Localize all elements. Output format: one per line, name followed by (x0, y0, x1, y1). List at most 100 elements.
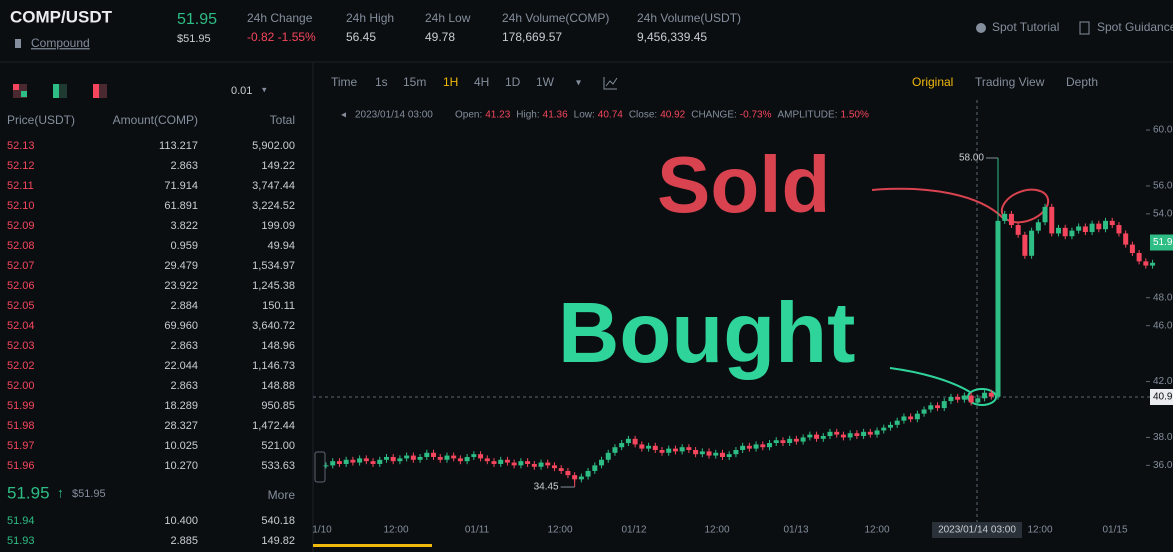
candle (504, 459, 510, 463)
time-tick-label: 12:00 (1027, 525, 1052, 536)
candle (914, 413, 920, 420)
candle (1035, 222, 1041, 231)
candle (961, 395, 967, 400)
stat-value: -0.82 -1.55% (247, 30, 316, 44)
ask-cell: 23.922 (164, 280, 198, 292)
ohlc-label: Close: (629, 110, 657, 121)
ask-cell: 29.479 (164, 260, 198, 272)
stat-label: 24h High (346, 11, 394, 25)
ask-cell: 52.12 (7, 160, 35, 172)
candle (525, 461, 531, 464)
ask-cell: 52.10 (7, 200, 35, 212)
chart-view[interactable]: Trading View (975, 75, 1045, 89)
candle (572, 475, 578, 480)
sold-arrow (871, 187, 1004, 219)
candle (390, 456, 396, 462)
candle (753, 444, 759, 449)
ask-cell: 51.98 (7, 420, 35, 432)
chart-view[interactable]: Original (912, 75, 953, 89)
ask-cell: 28.327 (164, 420, 198, 432)
interval[interactable]: 4H (474, 75, 489, 89)
bid-cell: 51.93 (7, 535, 35, 547)
ask-cell: 69.960 (164, 320, 198, 332)
interval[interactable]: 1D (505, 75, 521, 89)
ask-cell: 521.00 (261, 440, 295, 452)
ask-cell: 52.09 (7, 220, 35, 232)
candle (1049, 206, 1055, 234)
coin-icon (15, 39, 21, 48)
interval[interactable]: 1H (443, 75, 458, 89)
ask-cell: 199.09 (261, 220, 295, 232)
candle (988, 392, 994, 397)
ask-cell: 18.289 (164, 400, 198, 412)
last-price: 51.95 (177, 11, 217, 28)
stat-label: 24h Volume(USDT) (637, 11, 741, 25)
candle (955, 396, 961, 400)
candle (935, 405, 941, 409)
ask-cell: 71.914 (164, 180, 198, 192)
price-tick-label: 54.00 (1153, 209, 1173, 220)
help-link[interactable]: Spot Guidance (1097, 20, 1173, 34)
interval[interactable]: 15m (403, 75, 426, 89)
coin-link[interactable]: Compound (31, 36, 90, 50)
candle (639, 444, 645, 449)
precision[interactable]: 0.01 (231, 85, 252, 97)
chart-view[interactable]: Depth (1066, 75, 1098, 89)
interval[interactable]: 1s (375, 75, 388, 89)
interval[interactable]: 1W (536, 75, 555, 89)
candle (363, 458, 369, 462)
ask-cell: 2.863 (170, 340, 198, 352)
candle (666, 448, 672, 453)
more[interactable]: More (268, 488, 296, 502)
candle (646, 445, 652, 449)
crosshair-time-tag (932, 522, 1022, 538)
candle (1103, 220, 1109, 230)
candle (1055, 227, 1061, 234)
more-intervals[interactable]: ▾ (576, 78, 581, 89)
ask-cell: 51.97 (7, 440, 35, 452)
low-label: 34.45 (534, 482, 559, 493)
candle (1076, 226, 1082, 231)
help-link[interactable]: Spot Tutorial (992, 20, 1059, 34)
candle (498, 459, 504, 464)
time-tick-label: 1/10 (312, 525, 332, 536)
ohlc-date: 2023/01/14 03:00 (355, 110, 433, 121)
ask-cell: 52.00 (7, 380, 35, 392)
high-label: 58.00 (959, 153, 984, 164)
candle (330, 461, 336, 466)
last-price-usd: $51.95 (177, 33, 211, 45)
scroll-handle[interactable] (314, 451, 326, 483)
ohlc-value: 41.36 (543, 110, 568, 121)
candle (410, 455, 416, 460)
time-tick-label: 12:00 (704, 525, 729, 536)
candle (323, 465, 329, 467)
candle (538, 462, 544, 467)
stat-value: 56.45 (346, 30, 376, 44)
ohlc-value: 1.50% (840, 110, 868, 121)
candle (760, 444, 766, 448)
candle (719, 452, 725, 457)
bought-circle (967, 388, 997, 406)
crosshair-price-tag-text: 40.92 (1153, 392, 1173, 403)
indicator-icon[interactable] (603, 77, 618, 90)
last-price-tag (1150, 234, 1173, 251)
ask-cell: 3,640.72 (252, 320, 295, 332)
candle (968, 395, 974, 403)
ask-cell: 10.270 (164, 460, 198, 472)
candle (1029, 230, 1035, 256)
ohlc-value: 41.23 (485, 110, 510, 121)
time-tick-label: 01/12 (621, 525, 646, 536)
candle (713, 452, 719, 456)
candle (894, 420, 900, 425)
candle (686, 447, 692, 450)
candle (995, 220, 1001, 397)
interval[interactable]: Time (331, 75, 358, 89)
ask-cell: 3,747.44 (252, 180, 295, 192)
ask-cell: 52.05 (7, 300, 35, 312)
candle (787, 438, 793, 444)
candle (867, 431, 873, 435)
candle (1116, 225, 1122, 234)
time-tick-label: 01/15 (1102, 525, 1127, 536)
candle (578, 476, 584, 480)
